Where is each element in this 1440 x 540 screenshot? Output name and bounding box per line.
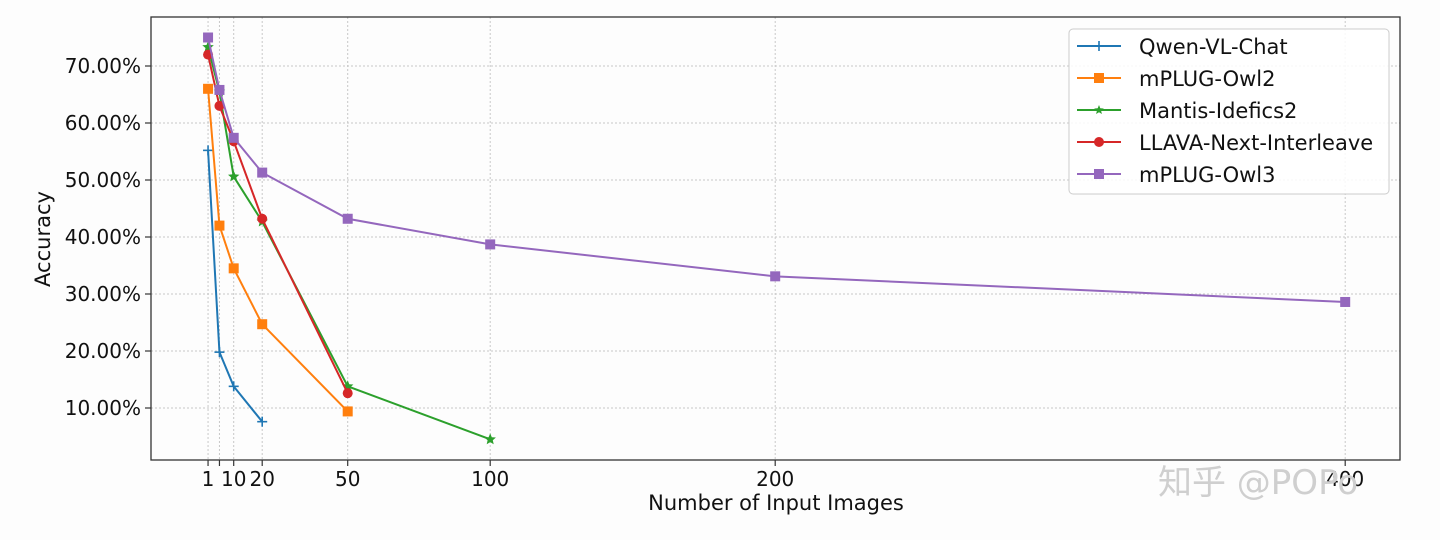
y-tick-label: 50.00% xyxy=(65,168,141,192)
y-tick-label: 40.00% xyxy=(65,225,141,249)
legend-item: Qwen-VL-Chat xyxy=(1077,35,1288,59)
y-tick-label: 60.00% xyxy=(65,111,141,135)
legend-label: LLAVA-Next-Interleave xyxy=(1139,131,1373,155)
legend: Qwen-VL-Chat mPLUG-Owl2 Mantis-Idefics2 LLA… xyxy=(1068,28,1390,195)
x-axis-label: Number of Input Images xyxy=(648,491,904,515)
legend-item: mPLUG-Owl3 xyxy=(1077,163,1275,187)
y-axis-ticks: 10.00% 20.00% 30.00% 40.00% 50.00% 60.00% 70.0… xyxy=(65,54,151,420)
x-tick-label: 100 xyxy=(471,467,509,491)
x-tick-label: 50 xyxy=(335,467,360,491)
series-qwen-vl-chat xyxy=(203,145,268,427)
legend-label: mPLUG-Owl2 xyxy=(1139,67,1275,91)
y-tick-label: 70.00% xyxy=(65,54,141,78)
legend-label: Mantis-Idefics2 xyxy=(1139,99,1297,123)
x-tick-label: 10 xyxy=(221,467,246,491)
legend-item: LLAVA-Next-Interleave xyxy=(1077,131,1373,155)
series-mplug-owl2 xyxy=(203,83,353,417)
watermark: 知乎 @POPo xyxy=(1158,463,1358,503)
y-tick-label: 20.00% xyxy=(65,339,141,363)
y-tick-label: 30.00% xyxy=(65,282,141,306)
x-axis-ticks: 1 10 20 50 100 200 400 xyxy=(202,460,1364,491)
legend-item: mPLUG-Owl2 xyxy=(1077,67,1275,91)
series-mplug-owl3 xyxy=(203,32,1351,307)
series-lines xyxy=(202,32,1351,445)
legend-label: Qwen-VL-Chat xyxy=(1139,35,1288,59)
legend-frame xyxy=(1068,28,1390,195)
y-axis-label: Accuracy xyxy=(31,191,55,287)
x-tick-label: 1 xyxy=(202,467,215,491)
legend-label: mPLUG-Owl3 xyxy=(1139,163,1275,187)
x-tick-label: 400 xyxy=(1326,467,1364,491)
series-mantis-idefics2 xyxy=(202,41,496,445)
x-tick-label: 20 xyxy=(249,467,274,491)
x-tick-label: 200 xyxy=(756,467,794,491)
y-tick-label: 10.00% xyxy=(65,396,141,420)
legend-item: Mantis-Idefics2 xyxy=(1077,99,1297,123)
series-llava-next-interleave xyxy=(203,49,353,399)
